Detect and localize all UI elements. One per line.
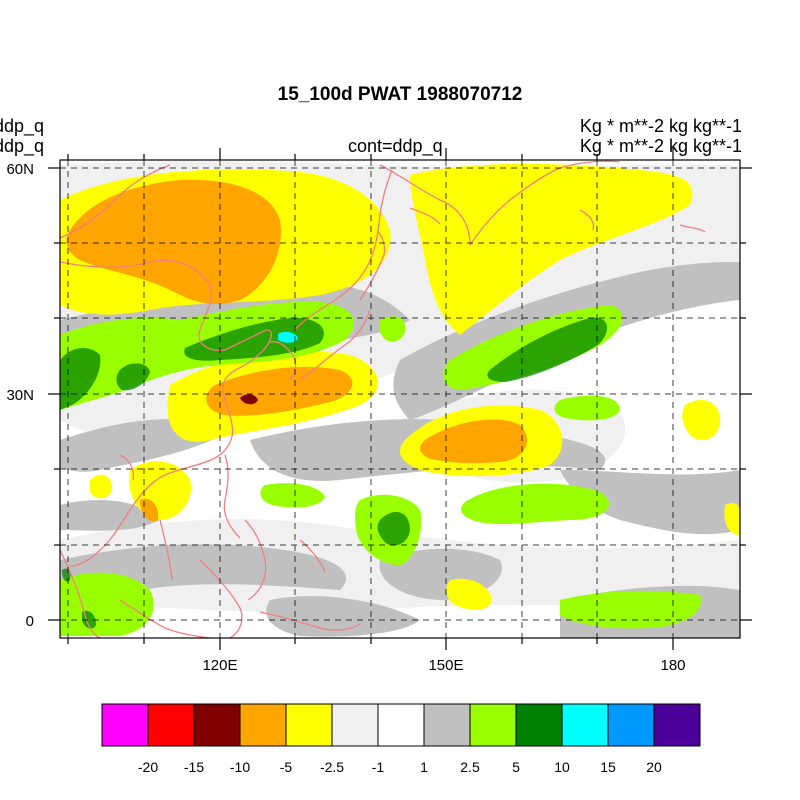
colorbar-swatch — [653, 703, 701, 747]
colorbar-swatch — [331, 703, 379, 747]
center-label: cont=ddp_q — [348, 136, 443, 156]
lat-label-0: 0 — [26, 613, 34, 630]
map-frame — [59, 159, 741, 639]
units-label-bottom: Kg * m**-2 kg kg**-1 — [579, 136, 742, 156]
colorbar-swatch — [515, 703, 563, 747]
left-label-top: ddp_q — [0, 116, 45, 136]
lon-label-120e: 120E — [202, 657, 237, 674]
colorbar-label: -15 — [184, 759, 204, 775]
colorbar-swatch — [101, 703, 149, 747]
colorbar-swatch — [607, 703, 655, 747]
colorbar-swatch — [147, 703, 195, 747]
anomaly-fill-cyan — [278, 331, 298, 343]
colorbar-label: -1 — [372, 759, 385, 775]
colorbar-label: 2.5 — [460, 759, 480, 775]
colorbar-swatch — [239, 703, 287, 747]
map-plot-area — [60, 160, 740, 638]
colorbar-swatch — [285, 703, 333, 747]
colorbar-swatch — [423, 703, 471, 747]
grid-lines — [60, 160, 740, 638]
colorbar-label: -5 — [280, 759, 293, 775]
coastlines — [60, 160, 706, 638]
left-label-bottom: ddp_q — [0, 136, 45, 156]
colorbar-label: -2.5 — [320, 759, 344, 775]
colorbar-swatch — [469, 703, 517, 747]
colorbar-label: 20 — [646, 759, 662, 775]
colorbar-label: 1 — [420, 759, 428, 775]
colorbar-swatch — [377, 703, 425, 747]
colorbar-label: 10 — [554, 759, 570, 775]
colorbar-swatch — [561, 703, 609, 747]
map-title: 15_100d PWAT 1988070712 — [277, 84, 523, 105]
colorbar-label: 5 — [512, 759, 520, 775]
lon-label-180: 180 — [660, 657, 685, 674]
units-label-top: Kg * m**-2 kg kg**-1 — [579, 116, 742, 136]
colorbar-label: 15 — [600, 759, 616, 775]
anomaly-fill-dark-red — [240, 394, 258, 405]
lon-label-150e: 150E — [428, 657, 463, 674]
lat-label-60n: 60N — [6, 161, 34, 178]
tick-marks — [48, 148, 752, 650]
colorbar-label: -20 — [138, 759, 158, 775]
colorbar-label: -10 — [230, 759, 250, 775]
colorbar-swatch — [193, 703, 241, 747]
lat-label-30n: 30N — [6, 387, 34, 404]
colorbar: -20 -15 -10 -5 -2.5 -1 1 2.5 5 10 15 20 — [101, 703, 701, 775]
anomaly-fill-orange — [66, 179, 528, 522]
